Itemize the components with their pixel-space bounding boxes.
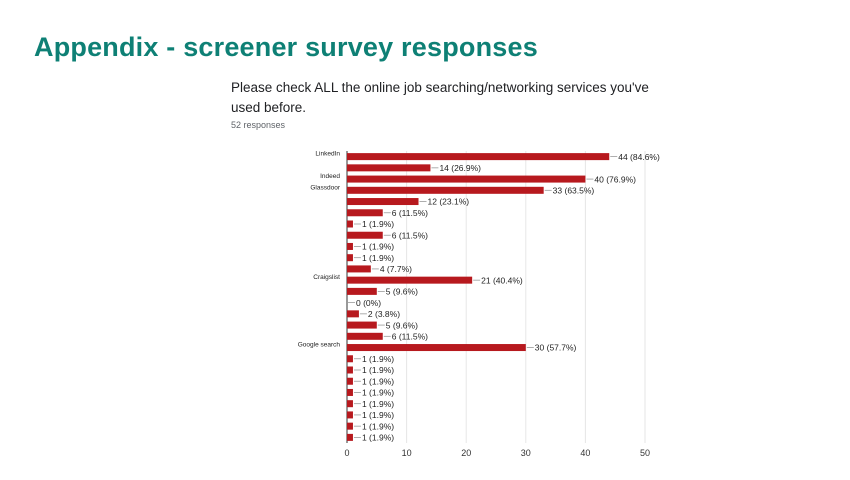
data-label: 12 (23.1%) (428, 197, 470, 207)
category-label: LinkedIn (315, 151, 340, 158)
bar (347, 231, 383, 239)
data-label: 40 (76.9%) (594, 174, 636, 184)
bar (347, 388, 353, 396)
bar (347, 366, 353, 374)
bar (347, 287, 377, 295)
bar (347, 254, 353, 262)
data-label: 33 (63.5%) (553, 186, 595, 196)
bar (347, 355, 353, 363)
survey-question: Please check ALL the online job searchin… (231, 80, 649, 115)
bar (347, 433, 353, 441)
data-label: 30 (57.7%) (535, 343, 577, 353)
data-label: 1 (1.9%) (362, 219, 394, 229)
bar (347, 411, 353, 419)
bar (347, 265, 371, 273)
bar (347, 377, 353, 385)
bar (347, 276, 473, 284)
data-label: 14 (26.9%) (439, 163, 481, 173)
bar (347, 198, 419, 206)
category-label: Indeed (320, 173, 340, 180)
category-label: Google search (298, 342, 341, 349)
data-label: 5 (9.6%) (386, 287, 418, 297)
category-label: Glassdoor (310, 184, 340, 191)
bar (347, 400, 353, 408)
bar (347, 220, 353, 228)
category-label: Craigslist (313, 274, 340, 281)
data-label: 1 (1.9%) (362, 410, 394, 420)
data-label: 6 (11.5%) (392, 208, 428, 218)
data-label: 2 (3.8%) (368, 309, 400, 319)
bar (347, 321, 377, 329)
x-tick-label: 0 (344, 448, 349, 458)
data-label: 0 (0%) (356, 298, 381, 308)
data-label: 1 (1.9%) (362, 253, 394, 263)
slide-title: Appendix - screener survey responses (34, 32, 538, 62)
bar (347, 332, 383, 340)
bar (347, 310, 359, 318)
data-label: 1 (1.9%) (362, 376, 394, 386)
bar (347, 344, 526, 352)
x-tick-label: 10 (402, 448, 412, 458)
data-label: 1 (1.9%) (362, 242, 394, 252)
bar (347, 153, 610, 161)
x-tick-label: 50 (640, 448, 650, 458)
data-label: 1 (1.9%) (362, 421, 394, 431)
x-tick-label: 40 (580, 448, 590, 458)
bar (347, 242, 353, 250)
data-label: 44 (84.6%) (618, 152, 660, 162)
data-label: 5 (9.6%) (386, 320, 418, 330)
bar (347, 422, 353, 430)
data-label: 1 (1.9%) (362, 433, 394, 443)
x-tick-label: 20 (461, 448, 471, 458)
data-label: 1 (1.9%) (362, 399, 394, 409)
data-label: 1 (1.9%) (362, 365, 394, 375)
data-label: 1 (1.9%) (362, 388, 394, 398)
data-label: 1 (1.9%) (362, 354, 394, 364)
data-label: 6 (11.5%) (392, 230, 428, 240)
data-label: 21 (40.4%) (481, 275, 523, 285)
response-count: 52 responses (231, 120, 286, 130)
data-label: 6 (11.5%) (392, 332, 428, 342)
x-tick-label: 30 (521, 448, 531, 458)
bar (347, 175, 586, 183)
bar (347, 209, 383, 217)
bar (347, 186, 544, 194)
bar (347, 164, 431, 172)
data-label: 4 (7.7%) (380, 264, 412, 274)
